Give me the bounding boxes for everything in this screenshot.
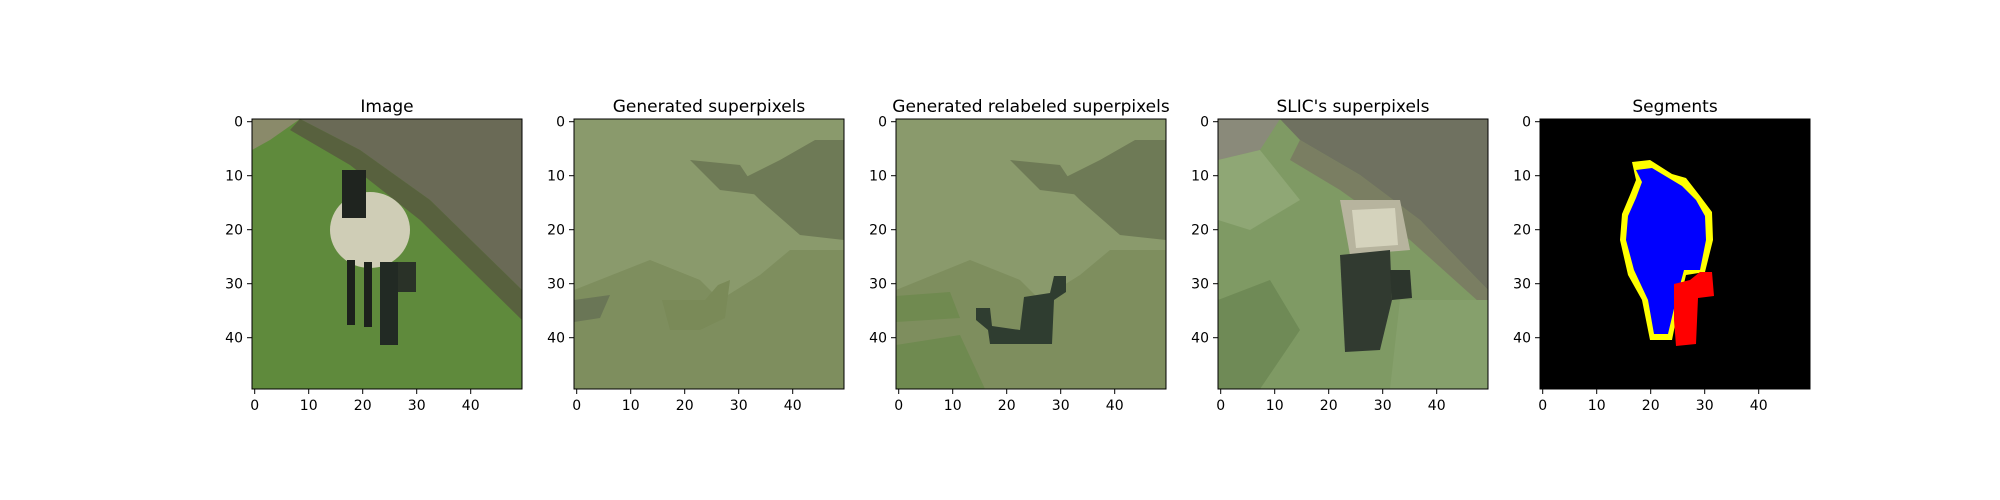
y-tick-label: 20 (547, 223, 565, 239)
superpixel (1352, 208, 1398, 248)
sheep-leg (364, 262, 372, 327)
superpixel (1390, 300, 1488, 389)
axes-frame (1539, 118, 1811, 390)
axes-frame (1217, 118, 1489, 390)
x-tick-label: 30 (408, 398, 426, 414)
lamb-head (398, 262, 416, 292)
y-tick-label: 10 (547, 169, 565, 185)
panel-title: Segments (1632, 97, 1718, 117)
panel-slic: SLIC's superpixels (1217, 97, 1489, 390)
y-tick-label: 30 (225, 277, 243, 293)
superpixel (1010, 160, 1080, 195)
superpixel (1218, 150, 1300, 230)
hillside-bushes (252, 119, 522, 290)
panel-title: Generated superpixels (613, 97, 806, 117)
y-tick-label: 10 (1513, 169, 1531, 185)
x-tick-label: 20 (676, 398, 694, 414)
slic-superpixel-map (1218, 119, 1488, 389)
y-tick-label: 20 (1191, 223, 1209, 239)
x-tick-label: 20 (998, 398, 1016, 414)
x-tick-label: 40 (1106, 398, 1124, 414)
x-tick-label: 10 (944, 398, 962, 414)
segment-body (1626, 168, 1706, 334)
y-tick-label: 30 (1513, 277, 1531, 293)
x-tick-label: 0 (250, 398, 259, 414)
superpixel (740, 140, 844, 240)
y-tick-label: 40 (547, 331, 565, 347)
x-tick-label: 40 (1428, 398, 1446, 414)
x-tick-label: 10 (1588, 398, 1606, 414)
y-tick-label: 30 (1191, 277, 1209, 293)
x-tick-label: 0 (1216, 398, 1225, 414)
superpixel (1060, 140, 1166, 240)
panel-relabeled: Generated relabeled superpixels (892, 97, 1170, 390)
x-tick-label: 40 (784, 398, 802, 414)
superpixel (662, 280, 730, 330)
x-tick-label: 20 (1642, 398, 1660, 414)
x-tick-label: 30 (1374, 398, 1392, 414)
superpixel (1280, 119, 1488, 290)
x-tick-label: 30 (1696, 398, 1714, 414)
superpixel (574, 295, 610, 322)
y-tick-label: 20 (1513, 223, 1531, 239)
axes-frame (251, 118, 523, 390)
axes-frame (573, 118, 845, 390)
superpixel (896, 292, 960, 322)
y-tick-label: 10 (225, 169, 243, 185)
x-tick-label: 10 (622, 398, 640, 414)
superpixel (896, 335, 985, 389)
y-tick-label: 0 (234, 115, 243, 131)
y-tick-label: 0 (878, 115, 887, 131)
superpixel (1218, 119, 1280, 160)
y-tick-label: 0 (1522, 115, 1531, 131)
superpixel (1390, 270, 1412, 300)
slope-edge (290, 119, 522, 320)
panel-title: Image (360, 97, 413, 117)
x-tick-label: 20 (354, 398, 372, 414)
x-tick-label: 40 (462, 398, 480, 414)
x-tick-label: 10 (1266, 398, 1284, 414)
segment-legs (1674, 272, 1714, 346)
generated-superpixel-map (574, 119, 844, 389)
superpixel (976, 276, 1066, 344)
y-tick-label: 0 (556, 115, 565, 131)
y-tick-label: 20 (869, 223, 887, 239)
panel-image: Image (251, 97, 523, 390)
x-tick-label: 0 (1538, 398, 1547, 414)
sheep-head (342, 170, 366, 218)
panel-title: SLIC's superpixels (1276, 97, 1429, 117)
y-tick-label: 40 (1513, 331, 1531, 347)
y-tick-label: 20 (225, 223, 243, 239)
lamb-body (380, 262, 398, 345)
panel-title: Generated relabeled superpixels (892, 97, 1170, 117)
x-tick-label: 10 (300, 398, 318, 414)
x-tick-label: 0 (572, 398, 581, 414)
image-photo (252, 119, 522, 389)
y-tick-label: 30 (869, 277, 887, 293)
axis-ticks: 0 10 20 30 40 0 10 20 30 40 0 10 20 30 40 0 10 20 30 40 0 10 2… (225, 115, 1767, 414)
x-tick-label: 30 (730, 398, 748, 414)
y-tick-label: 40 (869, 331, 887, 347)
x-tick-label: 30 (1052, 398, 1070, 414)
panel-segments: Segments (1539, 97, 1811, 390)
segments-map (1540, 119, 1810, 389)
y-tick-label: 30 (547, 277, 565, 293)
y-tick-label: 40 (1191, 331, 1209, 347)
sheep-leg (347, 260, 355, 325)
x-tick-label: 40 (1750, 398, 1768, 414)
relabeled-superpixel-map (896, 119, 1166, 389)
y-tick-label: 10 (1191, 169, 1209, 185)
y-tick-label: 40 (225, 331, 243, 347)
axes-frame (895, 118, 1167, 390)
superpixel (1340, 250, 1392, 352)
superpixel (690, 160, 760, 195)
panel-generated: Generated superpixels (573, 97, 845, 390)
x-tick-label: 0 (894, 398, 903, 414)
x-tick-label: 20 (1320, 398, 1338, 414)
y-tick-label: 10 (869, 169, 887, 185)
superpixel (1218, 280, 1300, 389)
y-tick-label: 0 (1200, 115, 1209, 131)
sky-patch (252, 119, 300, 150)
